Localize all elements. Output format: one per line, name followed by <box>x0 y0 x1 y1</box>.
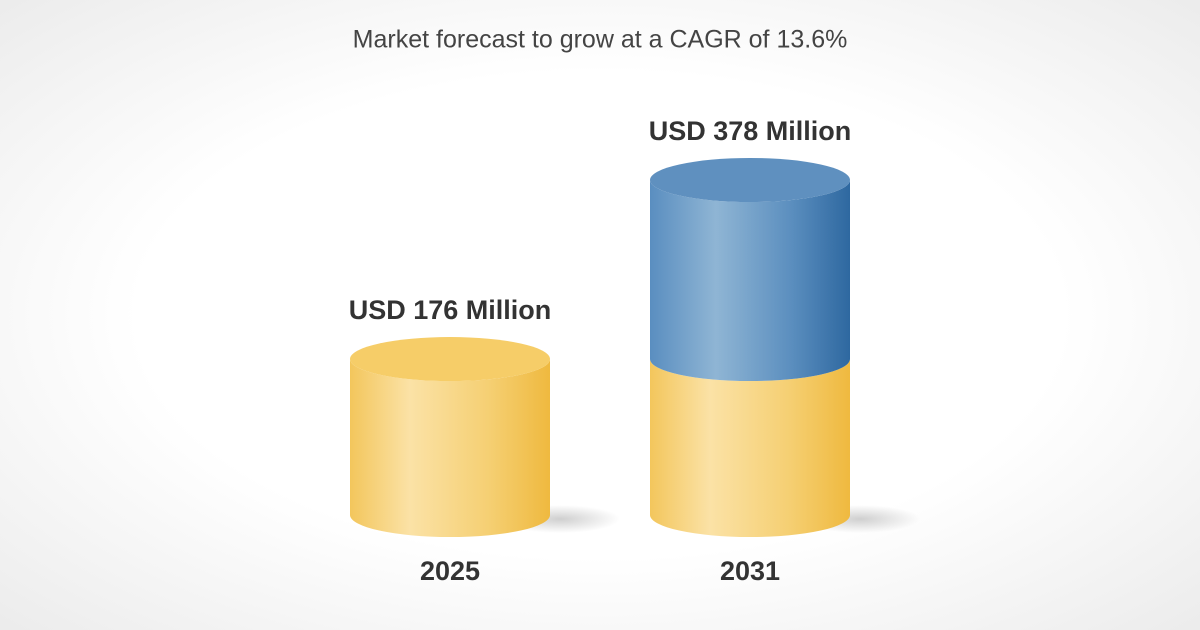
x-tick-label: 2025 <box>420 556 480 586</box>
chart-title: Market forecast to grow at a CAGR of 13.… <box>353 26 848 54</box>
x-tick-label: 2031 <box>720 556 780 586</box>
cylinder-top <box>650 158 850 202</box>
value-label: USD 378 Million <box>649 116 852 146</box>
cylinder-body <box>650 359 850 537</box>
cylinder-body <box>650 180 850 382</box>
value-label: USD 176 Million <box>349 295 552 325</box>
cylinder-body <box>350 359 550 537</box>
cylinder-top <box>350 337 550 382</box>
